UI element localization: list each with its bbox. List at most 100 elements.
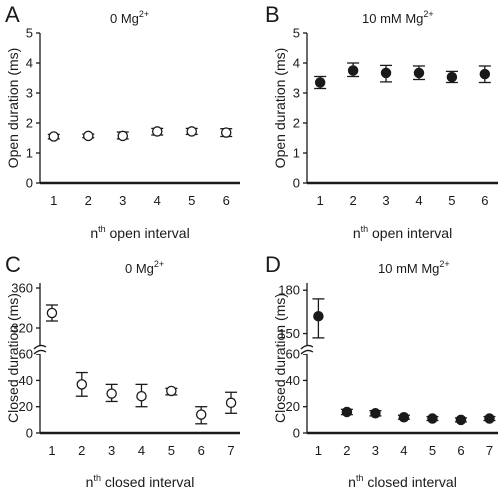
x-axis-label-n: n [90,225,98,241]
panel-d: D 10 mM Mg2+ 0 20 40 60 150 180 1 2 3 4 5 6 7 nth close… [265,252,498,490]
condition-superscript: 2+ [423,9,433,19]
x-axis-label: nth closed interval [348,473,457,490]
panel-c: C 0 Mg2+ 0 20 40 60 320 360 1 2 3 4 5 6 7 nth closed in… [5,252,240,490]
x-tick-label: 3 [108,443,115,458]
data-point [166,385,177,397]
x-axis-label-superscript: th [98,224,106,234]
x-axis-label: nth open interval [90,224,189,241]
panel-b: B 10 mM Mg2+ 0 1 2 3 4 5 1 2 3 4 5 6 nth open interval… [265,2,498,241]
y-tick-label: 0 [26,176,33,191]
x-tick-label: 4 [138,443,145,458]
data-point [398,411,410,423]
data-point [347,65,359,76]
axis-break-mark [300,344,314,350]
y-tick-label: 20 [19,399,33,414]
data-point [446,71,458,83]
x-axis-label-rest: closed interval [101,474,194,490]
x-tick-label: 6 [198,443,205,458]
x-tick-label: 1 [317,193,324,208]
y-tick-label: 180 [278,283,300,298]
x-axis-label-superscript: th [361,224,369,234]
data-point [484,413,495,424]
x-tick-label: 3 [382,193,389,208]
y-tick-label: 4 [293,56,300,71]
x-tick-label: 4 [154,193,161,208]
y-tick-label: 40 [286,373,300,388]
data-point [427,413,438,424]
y-tick-label: 2 [293,116,300,131]
y-tick-label: 150 [278,326,300,341]
data-point [313,310,324,322]
x-axis-label: nth open interval [353,224,452,241]
y-tick-label: 3 [26,86,33,101]
condition-superscript: 2+ [139,9,149,19]
condition-label: 10 mM Mg2+ [378,259,450,276]
x-tick-label: 1 [50,193,57,208]
condition-superscript: 2+ [154,259,164,269]
data-point [220,127,232,138]
y-tick-label: 0 [26,426,33,441]
panel-letter-d: D [265,252,281,277]
panel-letter-a: A [5,2,20,27]
panel-letter-c: C [5,252,21,277]
condition-text: 0 Mg [125,261,154,276]
y-tick-label: 5 [293,26,300,41]
data-point [46,307,58,319]
x-axis-label-n: n [86,474,94,490]
x-tick-label: 5 [188,193,195,208]
condition-label: 0 Mg2+ [110,9,149,26]
y-axis-label: Open duration (ms) [5,48,21,169]
condition-label: 0 Mg2+ [125,259,164,276]
data-point [106,388,117,399]
y-tick-label: 1 [26,146,33,161]
x-axis-label-n: n [353,225,361,241]
data-point [151,126,163,137]
y-tick-label: 2 [26,116,33,131]
data-point [225,397,237,409]
y-axis-label: Open duration (ms) [272,48,288,169]
axis-break-mark [33,349,47,355]
x-tick-label: 2 [343,443,350,458]
data-point [195,409,207,420]
y-tick-label: 60 [286,347,300,362]
data-point [413,67,425,79]
y-tick-label: 20 [286,399,300,414]
data-point [455,414,467,426]
condition-text: 10 mM Mg [378,261,439,276]
x-tick-label: 7 [486,443,493,458]
x-tick-label: 6 [223,193,230,208]
data-point [186,126,197,137]
y-tick-label: 60 [19,347,33,362]
panel-letter-b: B [265,2,280,27]
y-tick-label: 3 [293,86,300,101]
y-tick-label: 5 [26,26,33,41]
y-tick-label: 320 [11,321,33,336]
condition-superscript: 2+ [439,259,449,269]
data-point [370,408,381,419]
x-tick-label: 5 [429,443,436,458]
panel-a: A 0 Mg2+ 0 1 2 3 4 5 1 2 3 4 5 6 nth open interval Open… [5,2,240,241]
x-tick-label: 2 [349,193,356,208]
x-tick-label: 4 [415,193,422,208]
data-point [48,131,60,142]
x-tick-label: 1 [315,443,322,458]
x-tick-label: 4 [400,443,407,458]
y-tick-label: 4 [26,56,33,71]
condition-label: 10 mM Mg2+ [362,9,434,26]
x-tick-label: 6 [481,193,488,208]
x-tick-label: 1 [48,443,55,458]
x-tick-label: 3 [372,443,379,458]
axis-break-mark [33,344,47,350]
axis-break-mark [300,349,314,355]
data-point [117,130,129,142]
x-axis-label-n: n [348,474,356,490]
data-point [136,390,147,402]
x-tick-label: 3 [119,193,126,208]
x-axis-label-rest: open interval [368,225,452,241]
condition-text: 10 mM Mg [362,11,423,26]
data-point [380,67,392,79]
data-point [479,68,491,80]
y-tick-label: 40 [19,373,33,388]
x-tick-label: 7 [227,443,234,458]
